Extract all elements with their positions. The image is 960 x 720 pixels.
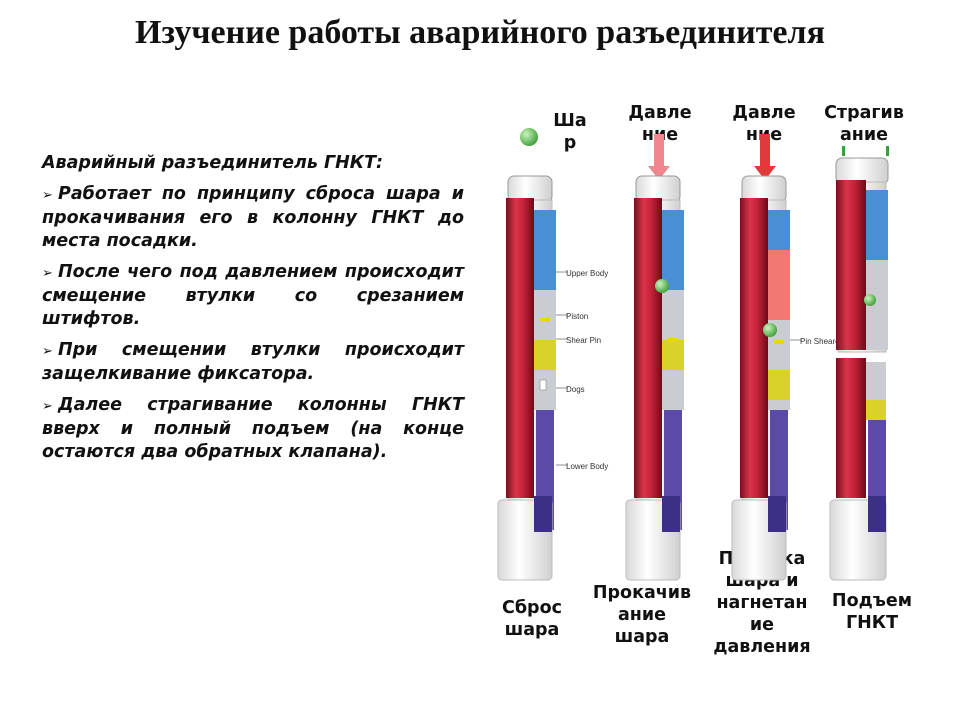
disconnect-diagram: Upper Body Piston Shear Pin Dogs Lower B… [497,128,889,581]
tool-stage-pump [625,175,684,581]
label-pump-ball: Прокачив ание шара [592,583,692,647]
tool-stage-drop [497,175,568,581]
description-text: Аварийный разъединитель ГНКТ: ➢ Работает … [42,152,464,472]
text-heading: Аварийный разъединитель ГНКТ: [42,153,384,173]
ball-icon [864,294,876,306]
part-label-shear-pin: Shear Pin [566,336,601,345]
label-drop-ball: Сброс шара [502,598,562,640]
part-label-upper-body: Upper Body [566,269,608,278]
label-lift-coil: Подъем ГНКТ [831,591,913,633]
pressure-arrow-icon [754,134,776,180]
part-label-lower-body: Lower Body [566,462,608,471]
part-label-piston: Piston [566,312,588,321]
bullet-arrow-icon: ➢ [42,344,53,359]
part-label-dogs: Dogs [566,385,585,394]
bullet-item: ➢ Работает по принципу сброса шара и прок… [42,184,464,251]
tool-stage-lift [829,157,889,581]
bullet-item: ➢ При смещении втулки происходит защелкив… [42,340,464,384]
pull-marks-icon [842,146,889,156]
ball-icon [763,323,777,337]
part-label-pin-sheared: Pin Sheared [800,337,844,346]
label-ball: Ша р [553,111,587,153]
label-pull: Страгив ание [824,103,904,145]
bullet-item: ➢ После чего под давлением происходит сме… [42,262,464,329]
bullet-arrow-icon: ➢ [42,188,53,203]
slide-title: Изучение работы аварийного разъединителя [134,14,825,51]
pressure-arrow-icon [648,134,670,180]
bullet-arrow-icon: ➢ [42,266,53,281]
bullet-arrow-icon: ➢ [42,399,53,414]
bullet-item: ➢ Далее страгивание колонны ГНКТ вверх и … [42,395,464,462]
label-seat-pressure: Посадка шара и нагнетан ие давления [713,549,811,657]
tool-stage-seat [731,175,802,581]
ball-icon [655,279,669,293]
ball-icon [520,128,538,146]
